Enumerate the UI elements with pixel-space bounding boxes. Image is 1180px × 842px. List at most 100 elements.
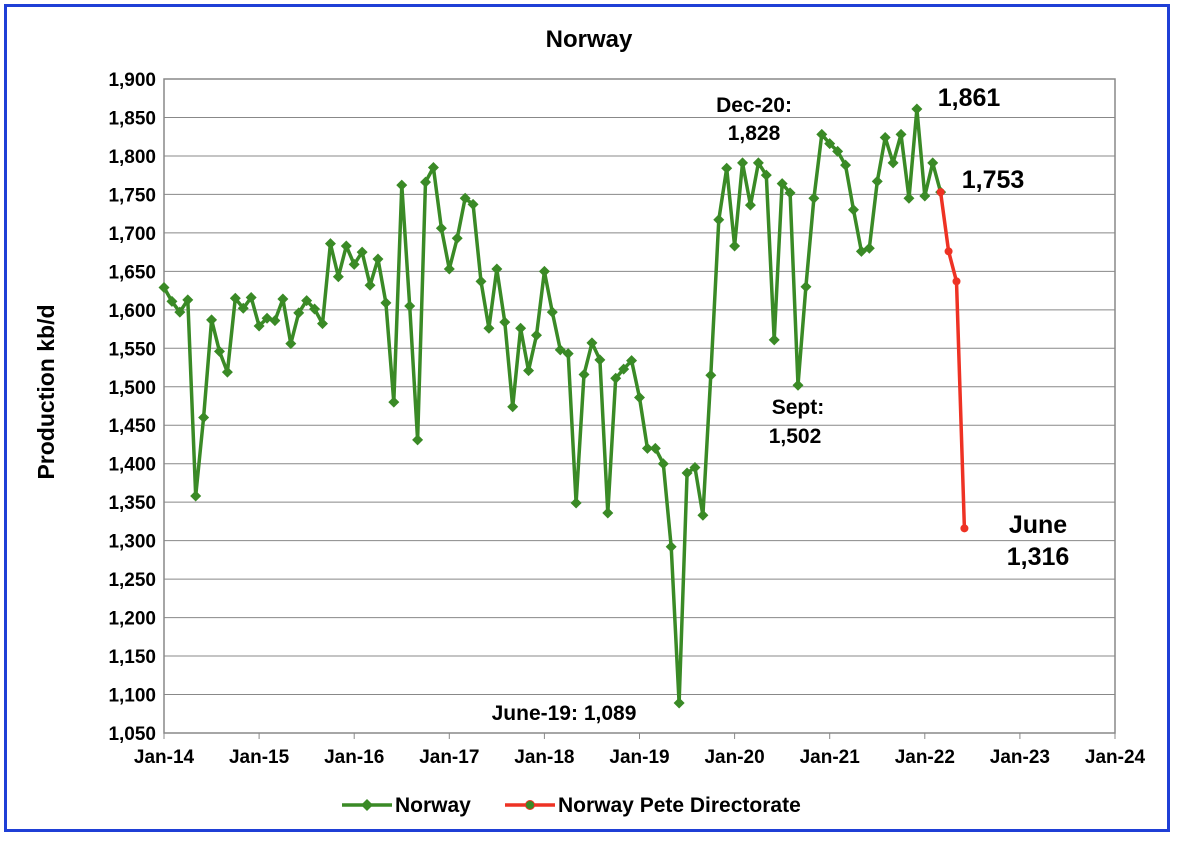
data-point bbox=[960, 524, 969, 533]
data-point bbox=[649, 442, 661, 454]
data-point bbox=[824, 138, 836, 150]
data-point bbox=[744, 199, 756, 211]
data-point bbox=[729, 240, 741, 252]
data-point bbox=[634, 392, 645, 404]
x-tick-label: Jan-22 bbox=[895, 747, 955, 768]
data-point bbox=[467, 198, 479, 210]
x-tick-label: Jan-20 bbox=[704, 747, 764, 768]
legend-label-norway: Norway bbox=[395, 794, 471, 817]
data-point bbox=[158, 282, 170, 294]
y-tick-label: 1,300 bbox=[108, 532, 156, 553]
data-point bbox=[578, 368, 590, 380]
data-point bbox=[507, 401, 519, 413]
y-tick-label: 1,250 bbox=[108, 570, 156, 591]
y-tick-label: 1,550 bbox=[108, 339, 156, 360]
annotation-latest: 1,753 bbox=[962, 166, 1025, 194]
data-point bbox=[911, 103, 923, 115]
data-point bbox=[586, 337, 598, 349]
data-point bbox=[919, 190, 931, 202]
legend-marker-directorate bbox=[525, 800, 535, 810]
data-point bbox=[277, 293, 289, 305]
legend-marker-norway bbox=[361, 799, 373, 811]
legend-label-directorate: Norway Pete Directorate bbox=[558, 794, 801, 817]
data-point bbox=[309, 303, 321, 315]
x-tick-label: Jan-24 bbox=[1085, 747, 1146, 768]
y-tick-label: 1,500 bbox=[108, 378, 156, 399]
data-point bbox=[554, 344, 566, 356]
data-point bbox=[459, 192, 471, 204]
data-point bbox=[665, 541, 677, 553]
data-point bbox=[412, 434, 424, 446]
x-axis: Jan-14 Jan-15 Jan-16 Jan-17 Jan-18 Jan-19 Jan-… bbox=[134, 733, 1146, 768]
data-point bbox=[538, 265, 550, 277]
data-point bbox=[840, 159, 852, 171]
data-point bbox=[768, 334, 780, 346]
series-line bbox=[938, 191, 967, 529]
data-point bbox=[253, 320, 265, 332]
y-tick-label: 1,800 bbox=[108, 147, 156, 168]
y-tick-label: 1,700 bbox=[108, 224, 156, 245]
data-point bbox=[847, 204, 859, 216]
data-point bbox=[324, 238, 336, 250]
data-point bbox=[594, 354, 606, 366]
data-point bbox=[657, 458, 669, 470]
data-point bbox=[483, 322, 495, 334]
data-point bbox=[570, 497, 582, 509]
y-tick-label: 1,750 bbox=[108, 185, 156, 206]
x-tick-label: Jan-15 bbox=[229, 747, 290, 768]
data-point bbox=[261, 312, 273, 324]
data-point bbox=[293, 307, 305, 319]
data-point bbox=[427, 161, 439, 173]
data-point bbox=[697, 509, 709, 521]
data-point bbox=[776, 178, 788, 190]
data-point bbox=[237, 302, 249, 314]
data-point bbox=[198, 412, 210, 424]
data-point bbox=[388, 396, 400, 408]
data-point bbox=[301, 295, 313, 307]
x-tick-label: Jan-19 bbox=[609, 747, 669, 768]
data-point bbox=[380, 297, 392, 309]
data-point bbox=[166, 295, 178, 307]
y-tick-label: 1,900 bbox=[108, 70, 156, 91]
x-tick-label: Jan-23 bbox=[990, 747, 1050, 768]
data-point bbox=[206, 314, 218, 326]
y-tick-label: 1,100 bbox=[108, 686, 156, 707]
data-point bbox=[936, 188, 945, 197]
x-tick-label: Jan-21 bbox=[800, 747, 861, 768]
data-point bbox=[404, 300, 416, 312]
data-point bbox=[515, 322, 527, 334]
data-point bbox=[832, 145, 844, 157]
data-point bbox=[546, 306, 558, 318]
data-point bbox=[800, 281, 812, 293]
y-axis: 1,050 1,100 1,150 1,200 1,250 1,300 1,350 1,400… bbox=[108, 70, 156, 745]
data-point bbox=[903, 192, 915, 204]
data-point bbox=[952, 277, 961, 286]
data-point bbox=[348, 258, 360, 270]
data-point bbox=[689, 462, 701, 474]
x-tick-label: Jan-14 bbox=[134, 747, 195, 768]
data-point bbox=[221, 366, 233, 378]
data-point bbox=[927, 157, 939, 169]
data-point bbox=[356, 246, 368, 258]
data-point bbox=[190, 490, 202, 502]
data-point bbox=[443, 263, 455, 275]
data-point bbox=[855, 245, 867, 257]
legend-item-norway: Norway bbox=[342, 794, 471, 817]
series-layer bbox=[158, 103, 969, 709]
data-point bbox=[681, 467, 693, 479]
annotation-dec20-value: 1,828 bbox=[728, 122, 781, 145]
data-point bbox=[721, 162, 733, 174]
data-point bbox=[182, 294, 194, 306]
chart-frame bbox=[4, 4, 1170, 832]
data-point bbox=[420, 176, 432, 188]
data-point bbox=[269, 315, 281, 327]
y-tick-label: 1,450 bbox=[108, 416, 156, 437]
series-norway bbox=[158, 103, 947, 709]
data-point bbox=[808, 192, 820, 204]
data-point bbox=[491, 263, 503, 275]
x-tick-label: Jan-16 bbox=[324, 747, 384, 768]
data-point bbox=[863, 242, 875, 254]
data-point bbox=[317, 318, 328, 330]
legend-item-directorate: Norway Pete Directorate bbox=[505, 794, 801, 817]
y-tick-label: 1,600 bbox=[108, 301, 156, 322]
